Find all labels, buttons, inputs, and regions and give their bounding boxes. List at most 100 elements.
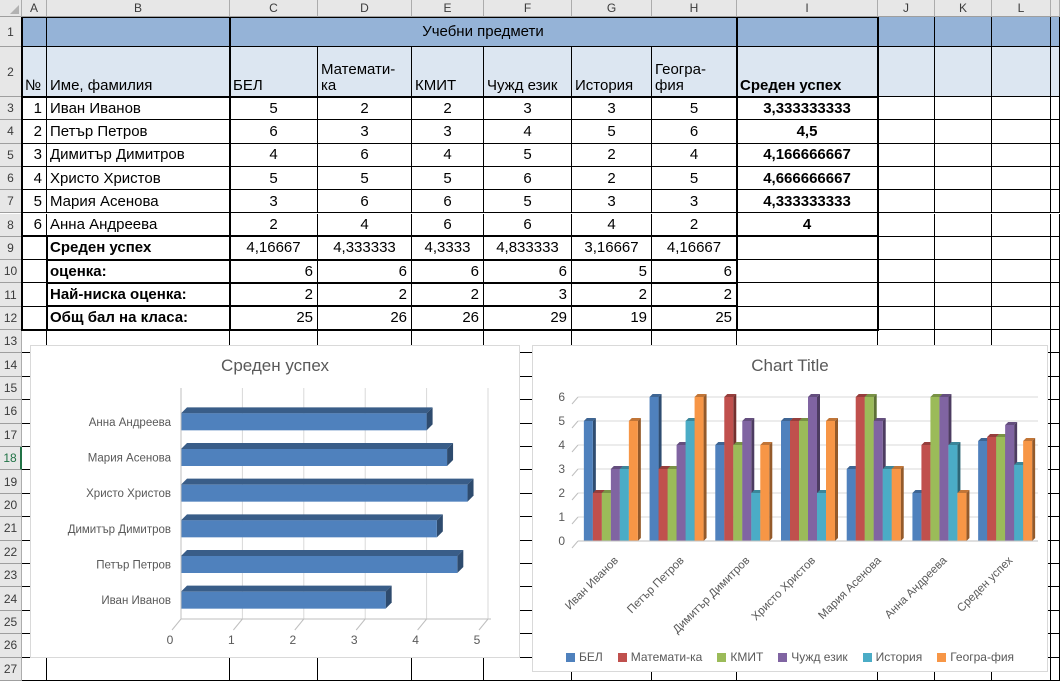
cell-K5[interactable]	[935, 143, 992, 167]
cell-C11[interactable]: 2	[230, 283, 318, 307]
cell-M17[interactable]	[1051, 423, 1060, 447]
cell-E27[interactable]	[412, 657, 484, 681]
cell-E12[interactable]: 26	[412, 306, 484, 330]
cell-M20[interactable]	[1051, 493, 1060, 518]
cell-J6[interactable]	[878, 166, 935, 191]
cell-M19[interactable]	[1051, 470, 1060, 494]
cell-I8[interactable]: 4	[737, 213, 878, 237]
cell-G2[interactable]: История	[572, 47, 652, 97]
cell-C10[interactable]: 6	[230, 260, 318, 284]
cell-J2[interactable]	[878, 47, 935, 97]
cell-L4[interactable]	[992, 120, 1051, 144]
cell-H4[interactable]: 6	[652, 120, 737, 144]
cell-M5[interactable]	[1051, 143, 1060, 167]
cell-A5[interactable]: 3	[22, 143, 47, 167]
cell-G9[interactable]: 3,16667	[572, 236, 652, 261]
row-header-1[interactable]: 1	[0, 17, 22, 47]
cell-E8[interactable]: 6	[412, 213, 484, 237]
row-header-3[interactable]: 3	[0, 97, 22, 121]
cell-I3[interactable]: 3,333333333	[737, 97, 878, 121]
cell-M14[interactable]	[1051, 353, 1060, 377]
cell-J1[interactable]	[878, 17, 935, 47]
row-header-23[interactable]: 23	[0, 564, 22, 588]
cell-F11[interactable]: 3	[484, 283, 572, 307]
cell-C8[interactable]: 2	[230, 213, 318, 237]
cell-M18[interactable]	[1051, 447, 1060, 471]
cell-E2[interactable]: КМИТ	[412, 47, 484, 97]
cell-C3[interactable]: 5	[230, 97, 318, 121]
cell-H11[interactable]: 2	[652, 283, 737, 307]
cell-K3[interactable]	[935, 97, 992, 121]
cell-J8[interactable]	[878, 213, 935, 237]
cell-I12[interactable]	[737, 306, 878, 330]
cell-A8[interactable]: 6	[22, 213, 47, 237]
row-header-5[interactable]: 5	[0, 143, 22, 167]
cell-M8[interactable]	[1051, 213, 1060, 237]
cell-E6[interactable]: 5	[412, 166, 484, 191]
cell-C6[interactable]: 5	[230, 166, 318, 191]
cell-I6[interactable]: 4,666666667	[737, 166, 878, 191]
cell-J11[interactable]	[878, 283, 935, 307]
row-header-10[interactable]: 10	[0, 260, 22, 284]
cell-K6[interactable]	[935, 166, 992, 191]
cell-A27[interactable]	[22, 657, 47, 681]
col-header-partial[interactable]	[1051, 0, 1060, 17]
cell-M25[interactable]	[1051, 610, 1060, 635]
row-header-19[interactable]: 19	[0, 470, 22, 494]
cell-A4[interactable]: 2	[22, 120, 47, 144]
cell-B7[interactable]: Мария Асенова	[47, 190, 230, 214]
cell-D9[interactable]: 4,333333	[318, 236, 412, 261]
cell-D2[interactable]: Математи- ка	[318, 47, 412, 97]
row-header-6[interactable]: 6	[0, 166, 22, 191]
cell-F9[interactable]: 4,833333	[484, 236, 572, 261]
cell-J12[interactable]	[878, 306, 935, 330]
cell-C27[interactable]	[230, 657, 318, 681]
row-header-24[interactable]: 24	[0, 587, 22, 611]
cell-I5[interactable]: 4,166666667	[737, 143, 878, 167]
row-header-2[interactable]: 2	[0, 47, 22, 97]
row-header-12[interactable]: 12	[0, 306, 22, 330]
row-header-9[interactable]: 9	[0, 236, 22, 261]
row-header-25[interactable]: 25	[0, 610, 22, 635]
chart-grades-by-subject[interactable]: 0 1 2 3 4 5 6 Иван Иванов Петър Петров Димитър Ди…	[532, 345, 1048, 672]
cell-I7[interactable]: 4,333333333	[737, 190, 878, 214]
row-header-20[interactable]: 20	[0, 493, 22, 518]
cell-H12[interactable]: 25	[652, 306, 737, 330]
cell-L8[interactable]	[992, 213, 1051, 237]
cell-F6[interactable]: 6	[484, 166, 572, 191]
col-header-C[interactable]: C	[230, 0, 318, 17]
cell-M7[interactable]	[1051, 190, 1060, 214]
cell-E3[interactable]: 2	[412, 97, 484, 121]
cell-B6[interactable]: Христо Христов	[47, 166, 230, 191]
cell-K11[interactable]	[935, 283, 992, 307]
cell-M24[interactable]	[1051, 587, 1060, 611]
cell-G5[interactable]: 2	[572, 143, 652, 167]
cell-K10[interactable]	[935, 260, 992, 284]
col-header-B[interactable]: B	[47, 0, 230, 17]
cell-F12[interactable]: 29	[484, 306, 572, 330]
col-header-H[interactable]: H	[652, 0, 737, 17]
cell-A10[interactable]	[22, 260, 47, 284]
cell-J7[interactable]	[878, 190, 935, 214]
cell-D8[interactable]: 4	[318, 213, 412, 237]
cell-L10[interactable]	[992, 260, 1051, 284]
row-header-8[interactable]: 8	[0, 213, 22, 237]
cell-C5[interactable]: 4	[230, 143, 318, 167]
chart-average-success[interactable]: 0 1 2 3 4 5 Анна Андреева Мария Асенова Христо Х…	[30, 345, 520, 658]
cell-B1[interactable]	[47, 17, 230, 47]
cell-B4[interactable]: Петър Петров	[47, 120, 230, 144]
cell-F4[interactable]: 4	[484, 120, 572, 144]
cell-B10[interactable]: оценка:	[47, 260, 230, 284]
row-header-14[interactable]: 14	[0, 353, 22, 377]
cell-L5[interactable]	[992, 143, 1051, 167]
col-header-E[interactable]: E	[412, 0, 484, 17]
cell-B8[interactable]: Анна Андреева	[47, 213, 230, 237]
row-header-15[interactable]: 15	[0, 376, 22, 401]
cell-M1[interactable]	[1051, 17, 1060, 47]
cell-I10[interactable]	[737, 260, 878, 284]
cell-D3[interactable]: 2	[318, 97, 412, 121]
cell-I4[interactable]: 4,5	[737, 120, 878, 144]
cell-A12[interactable]	[22, 306, 47, 330]
col-header-G[interactable]: G	[572, 0, 652, 17]
cell-L2[interactable]	[992, 47, 1051, 97]
